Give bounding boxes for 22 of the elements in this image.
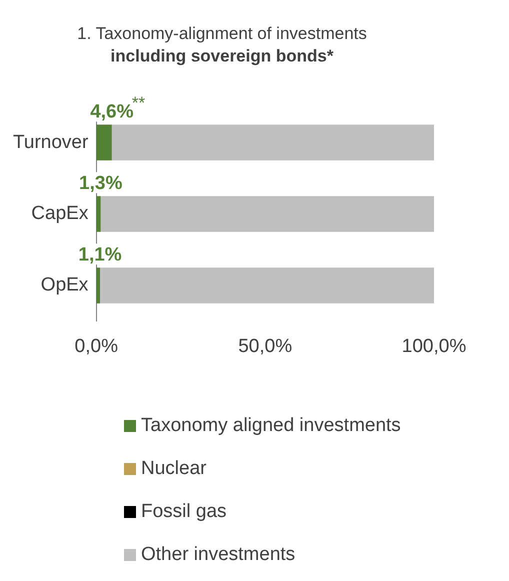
data-label: 1,3% bbox=[79, 172, 122, 194]
data-label: 1,1% bbox=[78, 244, 122, 266]
data-label: 4,6% bbox=[90, 101, 134, 122]
bar bbox=[96, 124, 112, 160]
x-tick-label: 0,0% bbox=[74, 336, 118, 357]
chart-subtitle: including sovereign bonds* bbox=[110, 46, 334, 66]
legend-label: Nuclear bbox=[141, 458, 206, 480]
y-tick-label: Turnover bbox=[12, 132, 89, 153]
legend-label: Taxonomy aligned investments bbox=[141, 415, 401, 437]
y-tick-label: CapEx bbox=[31, 203, 89, 224]
x-tick-label: 100,0% bbox=[402, 336, 466, 357]
chart-title: 1. Taxonomy-alignment of investments bbox=[77, 24, 367, 43]
bar bbox=[96, 196, 101, 232]
annotation: ** bbox=[132, 94, 146, 113]
legend-label: Other investments bbox=[141, 544, 296, 566]
bar bbox=[96, 268, 100, 304]
bar bbox=[100, 268, 434, 304]
y-tick-label: OpEx bbox=[40, 274, 89, 296]
x-tick-label: 50,0% bbox=[238, 336, 292, 357]
bar bbox=[112, 124, 434, 160]
bar bbox=[100, 196, 434, 232]
legend-label: Fossil gas bbox=[141, 501, 227, 523]
